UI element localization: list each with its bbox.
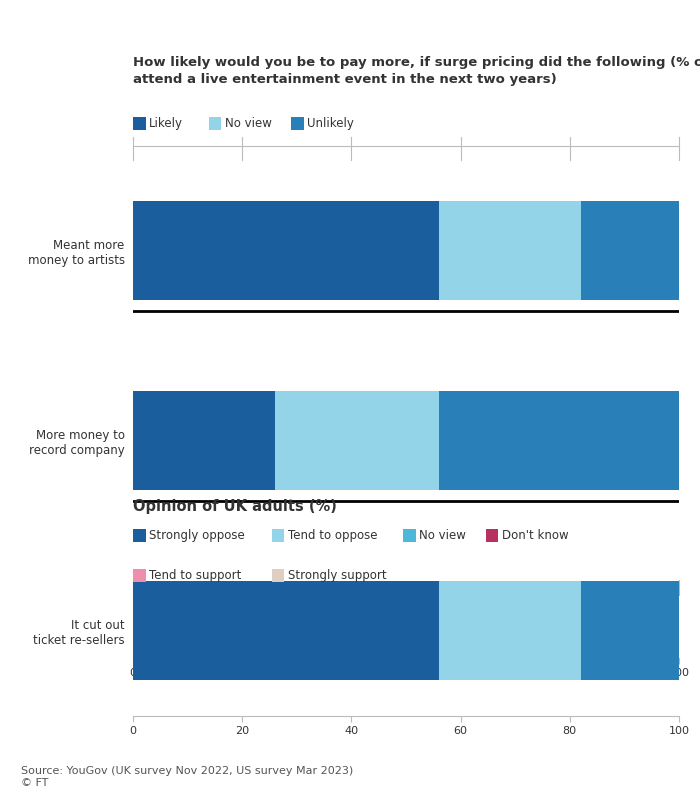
Bar bbox=[133, 581, 439, 680]
Text: Unlikely: Unlikely bbox=[307, 117, 354, 130]
Bar bbox=[542, 590, 586, 654]
Bar bbox=[640, 590, 663, 654]
Text: Don't know: Don't know bbox=[502, 529, 568, 542]
Bar bbox=[439, 391, 679, 490]
Bar bbox=[581, 202, 679, 300]
Bar bbox=[417, 590, 542, 654]
Text: No view: No view bbox=[225, 117, 272, 130]
Text: How likely would you be to pay more, if surge pricing did the following (% of US: How likely would you be to pay more, if … bbox=[133, 56, 700, 86]
Text: Opinion of UK adults (%): Opinion of UK adults (%) bbox=[133, 499, 337, 514]
Text: Tend to oppose: Tend to oppose bbox=[288, 529, 377, 542]
Bar bbox=[581, 581, 679, 680]
Text: Source: YouGov (UK survey Nov 2022, US survey Mar 2023)
© FT: Source: YouGov (UK survey Nov 2022, US s… bbox=[21, 767, 354, 788]
Text: Likely: Likely bbox=[149, 117, 183, 130]
Bar bbox=[586, 590, 640, 654]
Bar bbox=[275, 391, 439, 490]
Bar bbox=[439, 581, 581, 680]
Bar bbox=[133, 391, 275, 490]
Text: Strongly oppose: Strongly oppose bbox=[149, 529, 245, 542]
Bar bbox=[133, 590, 417, 654]
Bar bbox=[439, 202, 581, 300]
Text: No view: No view bbox=[419, 529, 466, 542]
Text: Strongly support: Strongly support bbox=[288, 569, 386, 582]
Text: Tend to support: Tend to support bbox=[149, 569, 242, 582]
Bar bbox=[133, 202, 439, 300]
Bar bbox=[663, 590, 679, 654]
